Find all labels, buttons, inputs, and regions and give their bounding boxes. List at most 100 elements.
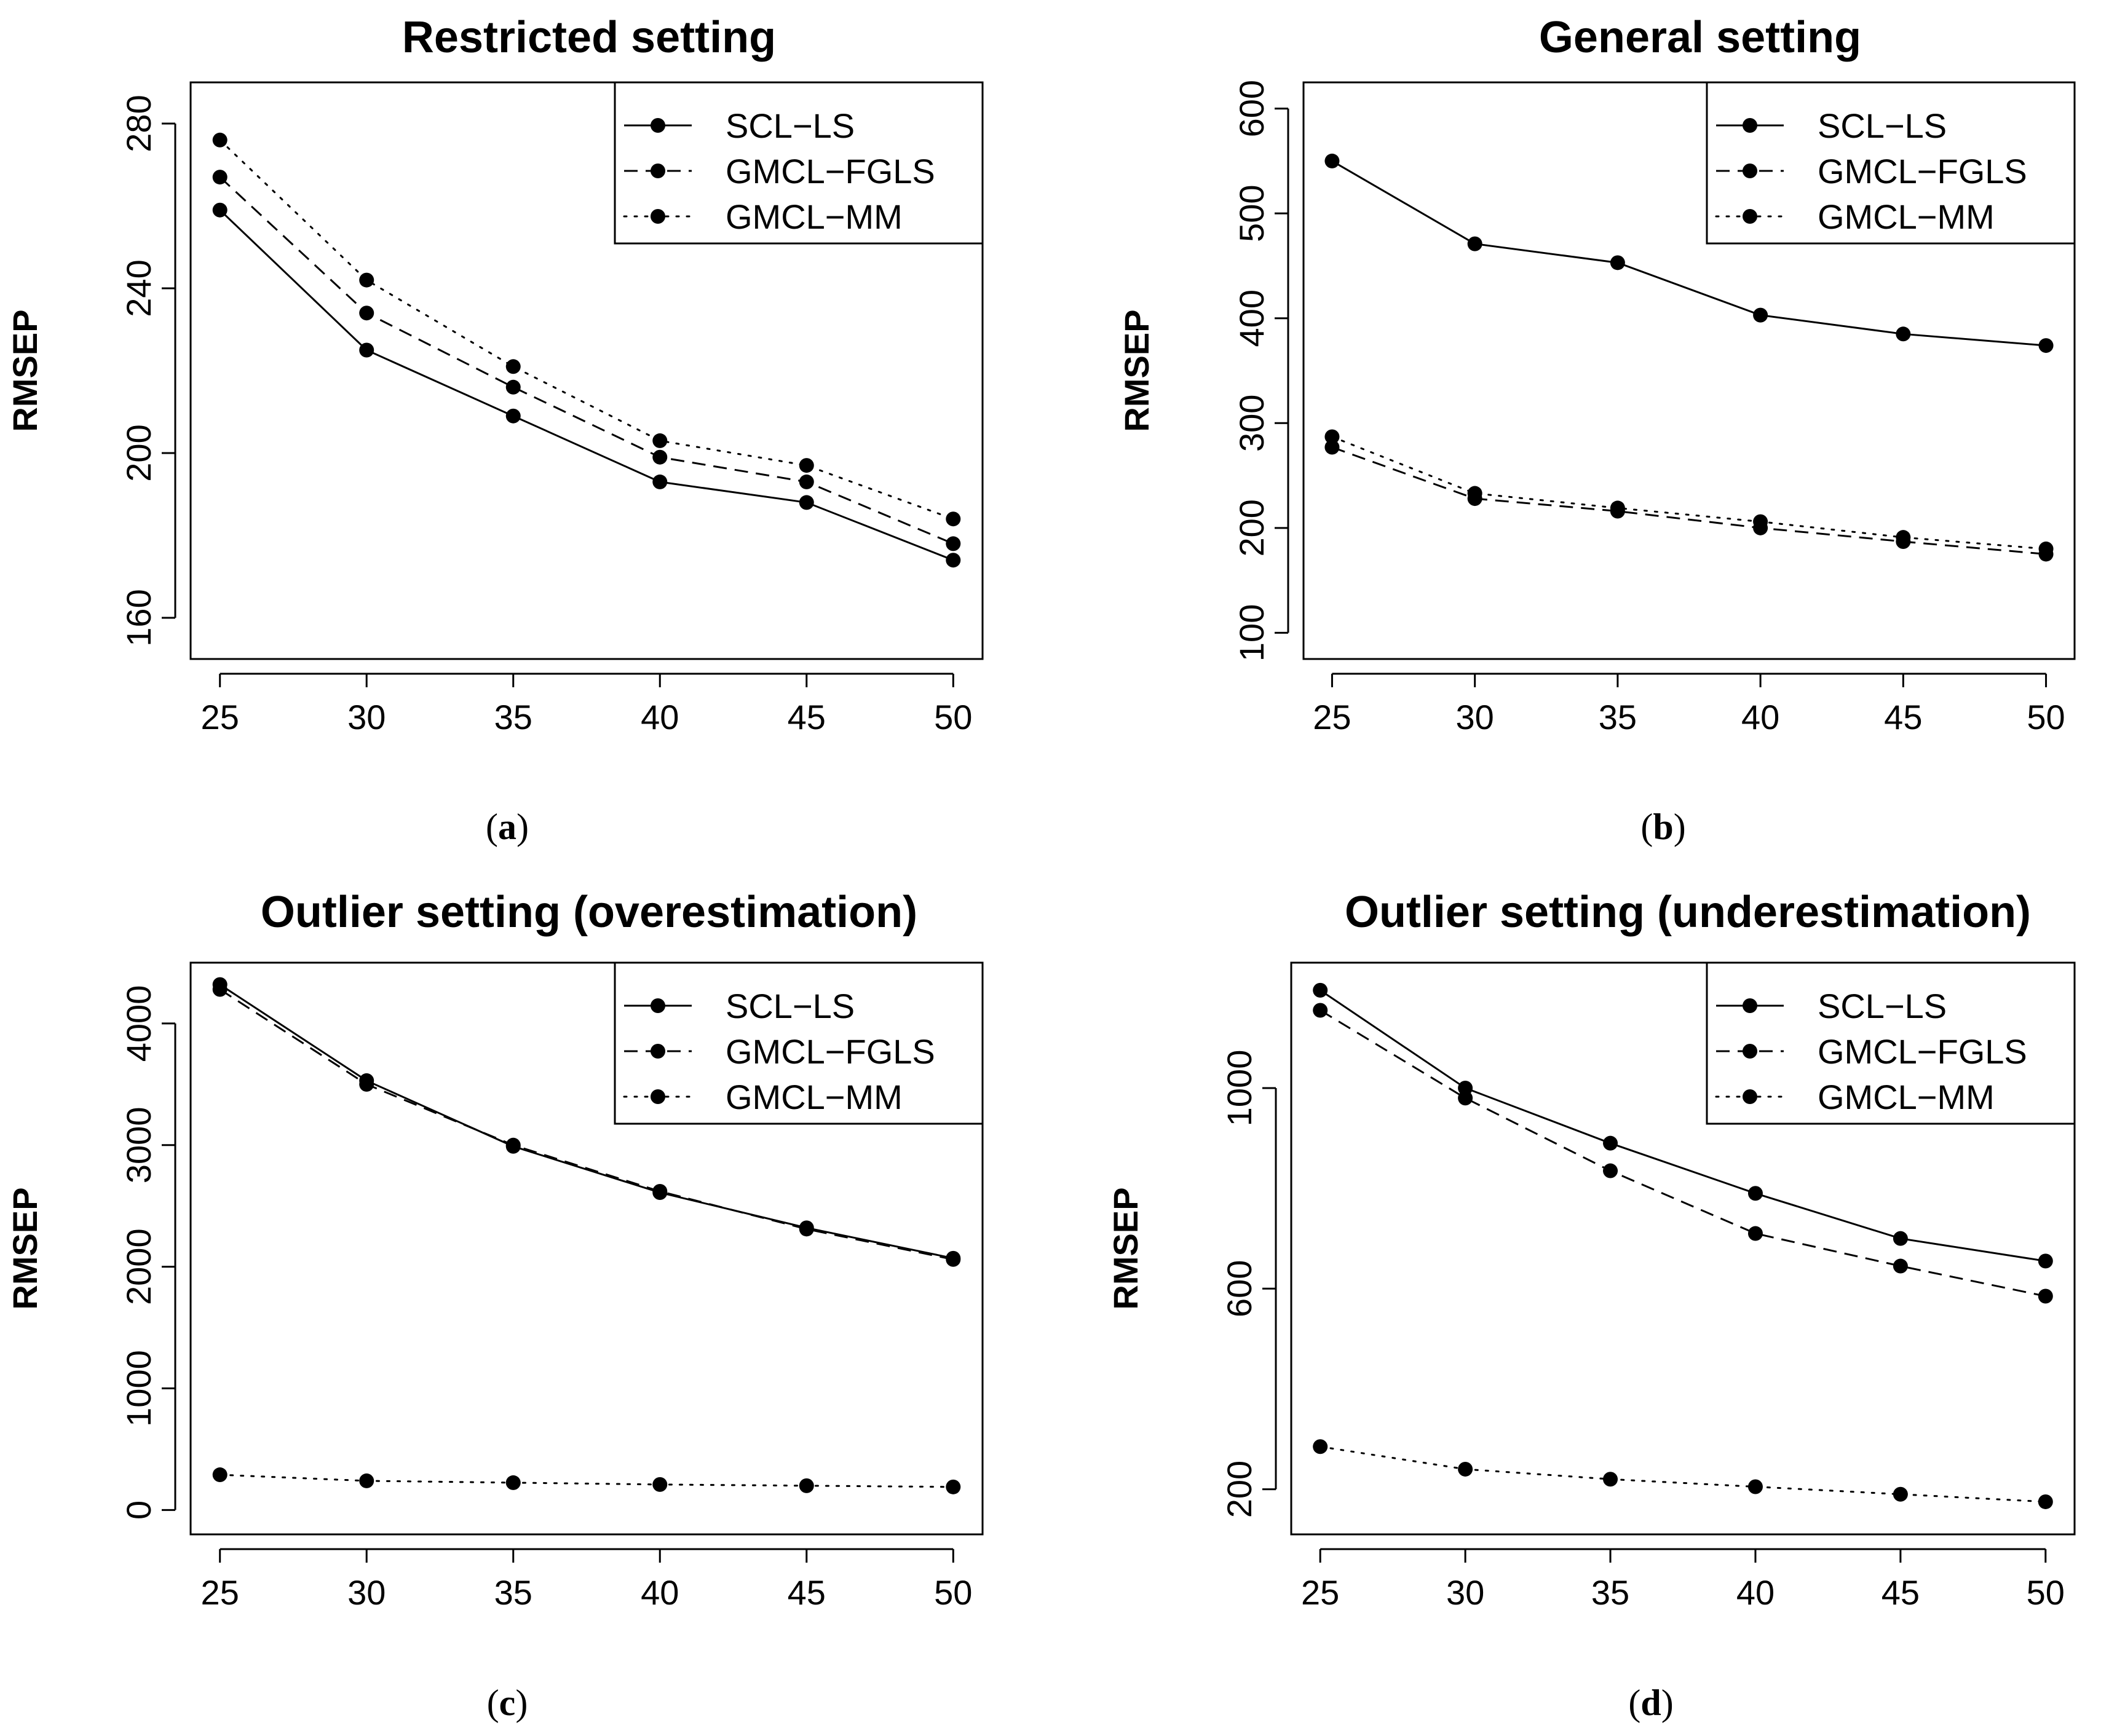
panel-d-series-2-point-50 [2038,1494,2053,1509]
panel-b-y-tick-label-300: 300 [1232,395,1271,452]
panel-a-legend-marker-1 [651,164,665,178]
panel-a-series-2-point-45 [799,458,814,473]
panel-c-y-tick-label-4000: 4000 [119,985,158,1062]
panel-c-x-tick-label-50: 50 [934,1573,972,1612]
panel-d-legend-marker-1 [1743,1044,1757,1059]
panel-c-legend-label-0: SCL−LS [726,987,855,1025]
panel-c-x-tick-label-35: 35 [494,1573,532,1612]
panel-a-x-tick-label-45: 45 [788,698,826,736]
panel-a-series-1-point-50 [946,536,961,551]
panel-d-series-0-point-50 [2038,1253,2053,1269]
panel-b-legend-label-1: GMCL−FGLS [1818,152,2027,191]
panel-d-x-tick-label-40: 40 [1736,1573,1775,1612]
panel-b-series-1-point-25 [1324,440,1340,455]
panel-a-series-1-point-35 [505,379,521,395]
panel-c-series-1-line [219,988,954,1261]
panel-d-series-1-point-45 [1893,1258,1908,1274]
panel-b-series-2-line [1331,435,2048,550]
panel-b-series-2-point-50 [2038,541,2054,556]
panel-a-series-0-point-25 [212,202,228,218]
panel-c-series-2-point-40 [652,1477,668,1492]
panel-c-series-2-point-35 [505,1475,521,1490]
panel-a-y-tick-label-200: 200 [119,424,158,481]
panel-d-y-axis-label: RMSEP [1106,1187,1145,1309]
panel-a-y-tick-label-280: 280 [119,95,158,152]
panel-b-series-2-point-30 [1467,486,1482,501]
panel-c-x-tick-label-30: 30 [347,1573,386,1612]
panel-a-series-0-point-40 [652,474,668,489]
panel-a: Restricted setting 160 200 240 280 25 30 35 40 4… [6,13,984,847]
panel-a-x-tick-label-40: 40 [641,698,679,736]
panel-c-y-tick-label-1000: 1000 [119,1350,158,1427]
panel-d-legend-label-2: GMCL−MM [1818,1078,1995,1116]
panel-b: General setting 100 200 300 400 500 600 25 30 35… [1117,13,2076,847]
panel-b-x-tick-label-30: 30 [1456,698,1494,736]
panel-a-x-tick-label-30: 30 [347,698,386,736]
panel-b-series-0-point-50 [2038,338,2054,353]
panel-b-plot-frame [1302,81,2076,660]
panel-d-series-1-point-35 [1603,1163,1618,1178]
panel-b-series-0-point-40 [1753,307,1768,323]
panel-d-caption: (d) [1628,1683,1673,1723]
panel-b-caption-letter: b [1653,807,1673,847]
panel-d-x-tick-label-25: 25 [1301,1573,1339,1612]
panel-d-legend-marker-0 [1743,998,1757,1013]
panel-d-series-0-point-40 [1747,1186,1763,1201]
panel-c-series-2-line [219,1474,954,1488]
panel-b-legend-label-2: GMCL−MM [1818,197,1995,236]
panel-d-series-0-point-45 [1893,1231,1908,1246]
panel-a-plot-frame [189,81,984,660]
panel-b-series-2-point-45 [1896,530,1911,545]
panel-c-y-tick-label-3000: 3000 [119,1107,158,1184]
panel-b-x-tick-label-40: 40 [1741,698,1779,736]
panel-d-legend-label-1: GMCL−FGLS [1818,1032,2027,1071]
panel-a-y-tick-label-160: 160 [119,589,158,646]
panel-d-series-1-line [1320,1009,2046,1297]
panel-a-legend-label-2: GMCL−MM [726,197,903,236]
panel-c-series-1-point-25 [212,982,228,997]
panel-c-series-1-point-50 [946,1252,961,1267]
panel-a-x-tick-label-50: 50 [934,698,972,736]
panel-a-legend-label-0: SCL−LS [726,106,855,145]
panel-d-x-tick-label-50: 50 [2027,1573,2065,1612]
panel-b-y-tick-label-200: 200 [1232,499,1271,556]
panel-a-series-1-point-30 [359,306,374,321]
panel-a-y-tick-label-240: 240 [119,259,158,317]
panel-c-x-tick-label-45: 45 [788,1573,826,1612]
panel-b-series-0-line [1331,160,2046,347]
panel-c-caption: (c) [487,1683,528,1723]
panel-c-series-1-point-45 [799,1221,814,1237]
panel-d-series-2-point-45 [1893,1486,1908,1502]
panel-b-y-tick-label-600: 600 [1232,80,1271,137]
panel-c-caption-letter: c [499,1683,516,1723]
panel-c-series-1-point-35 [505,1137,521,1153]
panel-c-series-0-line [219,984,954,1260]
panel-c-plot: 0 1000 2000 3000 4000 25 30 35 40 45 50 RMSEP SCL−LS… [6,961,984,1612]
panel-a-series-0-point-50 [946,553,961,568]
panel-d-series-0-point-35 [1603,1135,1618,1151]
panel-d-legend-marker-2 [1743,1089,1757,1104]
panel-a-caption-letter: a [498,807,516,847]
panel-b-caption: (b) [1640,807,1685,847]
panel-d-plot-frame [1290,961,2076,1536]
panel-b-legend-label-0: SCL−LS [1818,106,1947,145]
panel-b-series-2-point-25 [1324,429,1340,444]
panel-c-series-2-point-50 [946,1479,961,1494]
panel-d-y-tick-label-200: 200 [1220,1461,1259,1518]
panel-d-series-1-point-25 [1313,1003,1328,1018]
panel-a-series-1-point-45 [799,474,814,489]
panel-b-legend-marker-2 [1743,209,1757,224]
panel-b-series-2-point-40 [1753,514,1768,529]
panel-a-caption: (a) [486,807,529,847]
panel-a-series-1-point-25 [212,170,228,185]
panel-d-y-tick-label-600: 600 [1220,1260,1259,1317]
panel-c-legend-marker-0 [651,998,665,1013]
panel-d-title: Outlier setting (underestimation) [1345,888,2031,937]
panel-c-series-2-point-30 [359,1473,374,1488]
panel-d-x-tick-label-35: 35 [1591,1573,1629,1612]
panel-c-legend-label-1: GMCL−FGLS [726,1032,935,1071]
panel-d-x-tick-label-30: 30 [1446,1573,1484,1612]
panel-c-series-2-point-25 [212,1467,228,1483]
panel-c-legend-marker-2 [651,1089,665,1104]
